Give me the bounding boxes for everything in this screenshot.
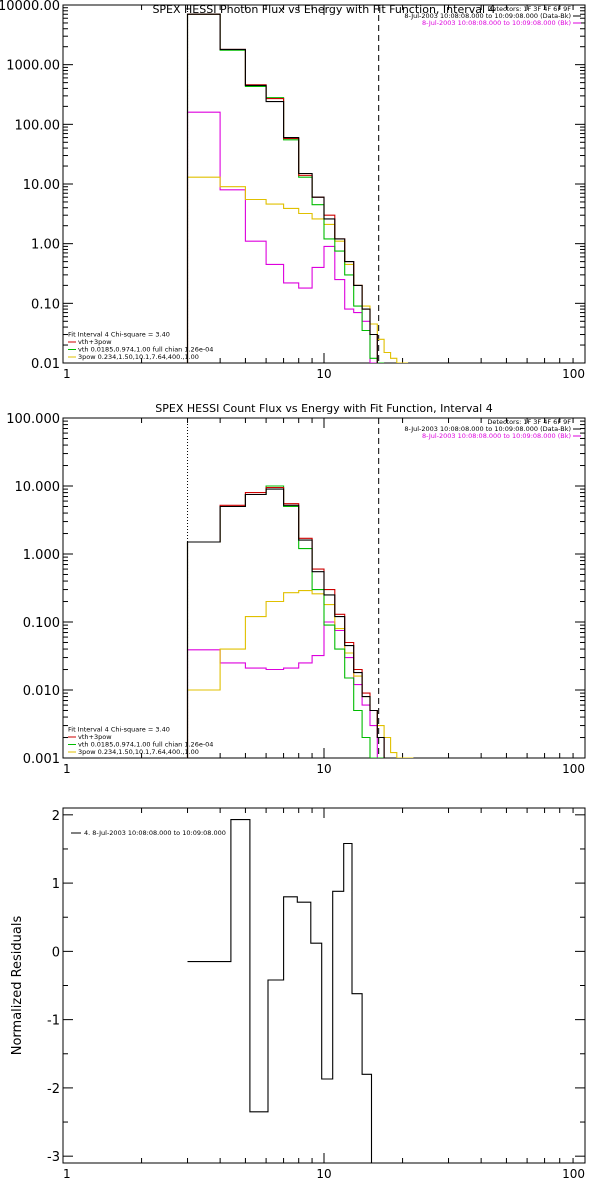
x-tick-label: 10 bbox=[316, 367, 331, 381]
y-tick-label: 100.000 bbox=[6, 412, 60, 427]
y-tick-label: 0 bbox=[52, 945, 60, 960]
legend-top-left-text: 4. 8-Jul-2003 10:08:08.000 to 10:09:08.0… bbox=[84, 829, 226, 837]
x-tick-label: 1 bbox=[63, 367, 71, 381]
series-bk bbox=[186, 111, 378, 363]
x-tick-label: 1 bbox=[63, 762, 71, 776]
chart-title: SPEX HESSI Count Flux vs Energy with Fit… bbox=[155, 402, 492, 415]
y-tick-label: 10.000 bbox=[15, 480, 61, 495]
y-tick-label: 10.00 bbox=[23, 178, 60, 193]
legend-bottom-left-text: vth 0.0185,0.974,1.00 full chian 1.26e-0… bbox=[78, 741, 213, 749]
y-tick-label: 0.100 bbox=[23, 616, 60, 631]
legend-bottom-left-text: vth 0.0185,0.974,1.00 full chian 1.26e-0… bbox=[78, 346, 213, 354]
legend-top-right-text: Detectors: 1F 3F 4F 6F 9F bbox=[487, 5, 571, 13]
y-tick-label: 1.000 bbox=[23, 548, 60, 563]
series-data-bk bbox=[186, 13, 378, 363]
y-tick-label: 1 bbox=[52, 877, 60, 892]
series-data-bk bbox=[186, 488, 385, 758]
legend-bottom-left-text: vth+3pow bbox=[78, 733, 112, 741]
y-tick-label: 1.00 bbox=[31, 238, 60, 253]
legend-bottom-left-text: vth+3pow bbox=[78, 338, 112, 346]
x-tick-label: 100 bbox=[562, 1167, 585, 1181]
legend-bottom-left-text: 3pow 0.234,1.50,10.1,7.64,400.,1.00 bbox=[78, 748, 199, 756]
y-tick-label: 0.001 bbox=[23, 752, 60, 767]
series-vth-3pow bbox=[186, 13, 378, 363]
legend-top-right-text: 8-Jul-2003 10:08:08.000 to 10:09:08.000 … bbox=[422, 432, 571, 440]
series-vth bbox=[186, 485, 385, 758]
plot-frame bbox=[62, 4, 586, 364]
legend-top-right-text: 8-Jul-2003 10:08:08.000 to 10:09:08.000 … bbox=[422, 19, 571, 27]
series-bk bbox=[186, 621, 385, 758]
legend-bottom-left-text: Fit Interval 4 Chi-square = 3.40 bbox=[68, 726, 170, 734]
y-tick-label: -1 bbox=[47, 1014, 60, 1029]
y-tick-label: 100.00 bbox=[15, 118, 61, 133]
x-tick-label: 10 bbox=[316, 1167, 331, 1181]
y-tick-label: -2 bbox=[47, 1082, 60, 1097]
legend-top-right-text: 8-Jul-2003 10:08:08.000 to 10:09:08.000 … bbox=[404, 425, 571, 433]
y-tick-label: 10000.00 bbox=[0, 0, 60, 14]
series-4-8-jul-2003-10-08-08-000-to-10-09-08-000 bbox=[187, 819, 373, 1163]
plot-frame bbox=[62, 807, 586, 1164]
legend-top-right-text: 8-Jul-2003 10:08:08.000 to 10:09:08.000 … bbox=[404, 12, 571, 20]
series-3pow bbox=[186, 590, 414, 758]
x-tick-label: 100 bbox=[562, 762, 585, 776]
x-tick-label: 10 bbox=[316, 762, 331, 776]
y-tick-label: -3 bbox=[47, 1150, 60, 1165]
legend-top-right-text: Detectors: 1F 3F 4F 6F 9F bbox=[487, 418, 571, 426]
y-tick-label: 2 bbox=[52, 809, 60, 824]
legend-bottom-left-text: Fit Interval 4 Chi-square = 3.40 bbox=[68, 331, 170, 339]
series-vth bbox=[186, 13, 385, 363]
series-vth-3pow bbox=[186, 486, 385, 758]
series-3pow bbox=[186, 176, 409, 363]
y-tick-label: 0.01 bbox=[31, 357, 60, 372]
y-tick-label: 0.10 bbox=[31, 297, 60, 312]
x-tick-label: 1 bbox=[63, 1167, 71, 1181]
x-tick-label: 100 bbox=[562, 367, 585, 381]
y-axis-label: Normalized Residuals bbox=[10, 916, 25, 1056]
legend-bottom-left-text: 3pow 0.234,1.50,10.1,7.64,400.,1.00 bbox=[78, 353, 199, 361]
y-tick-label: 1000.00 bbox=[6, 59, 60, 74]
y-tick-label: 0.010 bbox=[23, 684, 60, 699]
